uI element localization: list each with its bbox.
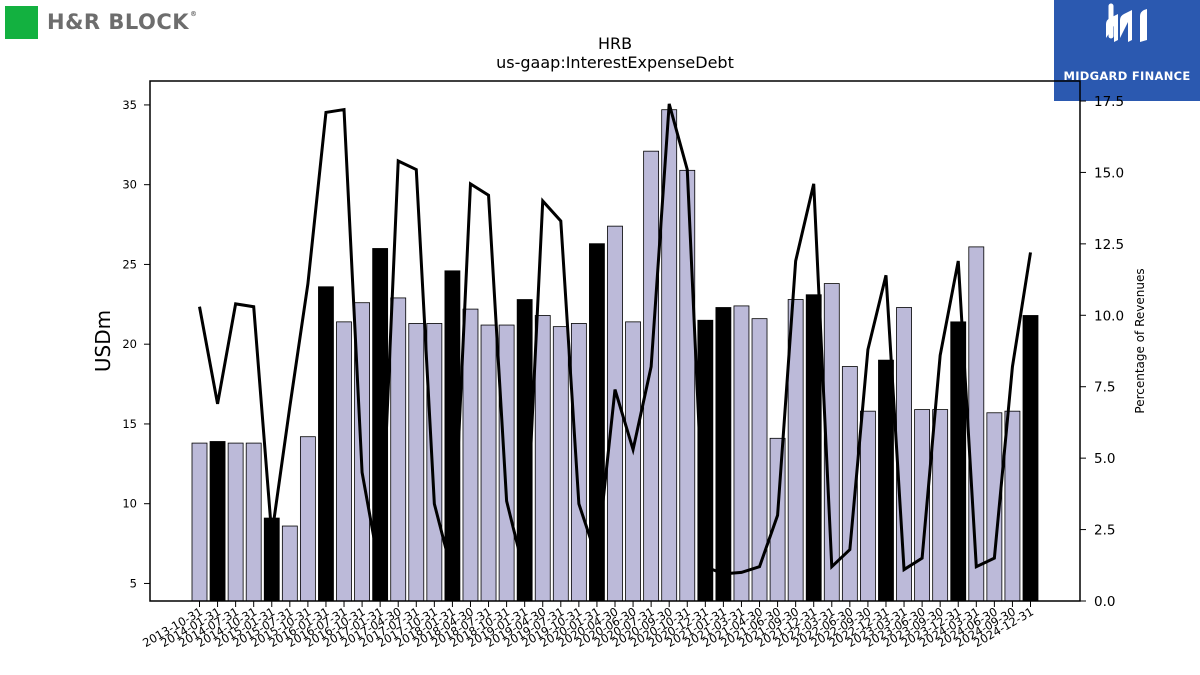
bar-2020-10-31 xyxy=(679,169,696,602)
bar-series xyxy=(191,109,1039,602)
bar-2021-04-30 xyxy=(751,318,768,602)
bar-2024-09-30 xyxy=(1004,410,1021,602)
x-axis: 2013-10-312014-01-312014-07-312014-10-31… xyxy=(140,601,1036,650)
bar-2018-10-31 xyxy=(498,324,515,602)
bar-2014-07-31 xyxy=(227,442,244,602)
bar-2021-12-31 xyxy=(805,294,822,602)
bar-2020-07-31 xyxy=(643,150,660,602)
right-axis: 0.0 2.5 5.0 7.5 10.0 12.5 15.0 17.5 xyxy=(1080,94,1124,610)
bar-2013-10-31 xyxy=(191,442,208,602)
left-axis: 5 10 15 20 25 30 35 xyxy=(122,98,150,590)
y-axis-label: USDm xyxy=(91,310,115,372)
right-tick-label: 17.5 xyxy=(1094,94,1124,110)
left-tick-label: 25 xyxy=(122,257,137,271)
bar-2017-04-30 xyxy=(390,297,407,602)
bar-2018-07-31 xyxy=(480,324,497,602)
watermark-emblem-icon xyxy=(1054,0,1200,101)
right-tick-label: 15.0 xyxy=(1094,165,1124,181)
bar-2016-07-31 xyxy=(336,321,352,602)
left-tick-label: 15 xyxy=(122,417,137,431)
brand-square-icon xyxy=(5,5,38,39)
left-tick-label: 5 xyxy=(130,576,137,590)
bar-2018-04-30 xyxy=(462,308,479,602)
bar-2016-01-31 xyxy=(318,286,334,602)
bar-2015-07-31 xyxy=(281,525,298,602)
watermark-name: MIDGARD FINANCE xyxy=(1063,69,1191,83)
bar-2022-09-30 xyxy=(860,410,876,602)
right-tick-label: 0.0 xyxy=(1094,594,1115,610)
bar-2020-04-30 xyxy=(607,225,623,602)
left-tick-label: 10 xyxy=(122,497,137,511)
bar-2019-10-31 xyxy=(570,323,587,602)
right-tick-label: 5.0 xyxy=(1094,451,1115,467)
bar-2021-03-31 xyxy=(733,305,750,602)
bar-2017-10-31 xyxy=(426,323,443,602)
bar-2020-06-30 xyxy=(625,321,641,602)
bar-2022-12-31 xyxy=(878,359,894,602)
left-tick-label: 30 xyxy=(122,178,137,192)
bar-2021-01-31 xyxy=(715,307,732,602)
bar-2014-01-31 xyxy=(209,441,226,602)
bar-2019-04-30 xyxy=(534,315,551,602)
left-tick-label: 20 xyxy=(122,337,137,351)
bar-2024-12-31 xyxy=(1022,315,1039,602)
right-tick-label: 12.5 xyxy=(1094,237,1124,253)
chart-title: HRB xyxy=(598,34,632,53)
y2-axis-label: Percentage of Revenues xyxy=(1133,268,1147,413)
bar-2017-07-31 xyxy=(408,323,425,602)
chart-subtitle: us-gaap:InterestExpenseDebt xyxy=(496,53,734,72)
line-series xyxy=(198,103,1032,576)
brand-logo: H&R BLOCK® xyxy=(5,5,198,39)
right-tick-label: 7.5 xyxy=(1094,380,1115,396)
bar-2023-09-30 xyxy=(932,409,949,602)
bar-2019-07-31 xyxy=(552,326,569,602)
right-tick-label: 10.0 xyxy=(1094,308,1124,324)
brand-name: H&R BLOCK® xyxy=(47,10,198,34)
bar-2015-10-31 xyxy=(299,436,316,602)
left-tick-label: 35 xyxy=(122,98,137,112)
watermark-logo: MIDGARD FINANCE xyxy=(1054,0,1200,101)
brand-trademark: ® xyxy=(190,10,198,18)
bar-2014-10-31 xyxy=(245,442,262,602)
right-tick-label: 2.5 xyxy=(1094,523,1115,539)
percentage-line xyxy=(198,103,1032,576)
